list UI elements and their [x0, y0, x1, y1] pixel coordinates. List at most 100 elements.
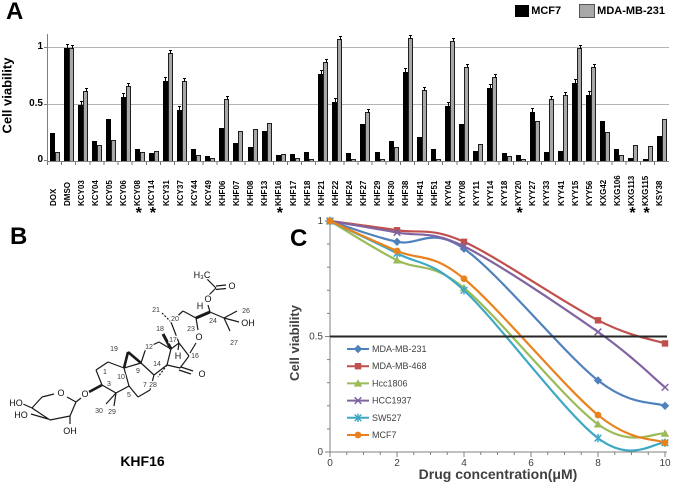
bar-MCF7 — [219, 128, 225, 161]
category-label: KCY14 — [147, 180, 157, 206]
carbon-number-label: 18 — [156, 326, 164, 333]
legend-label: MDA-MB-468 — [372, 361, 427, 371]
category-label: KHF08 — [246, 180, 256, 206]
x-label-cell: KCY14 * — [146, 166, 160, 221]
bar-group — [288, 34, 302, 161]
x-label-cell: KHF06 — [216, 166, 230, 221]
bar-MDA-MB-231 — [224, 95, 230, 161]
panel-a-y-axis-title: Cell viability — [0, 57, 15, 134]
x-tick-label: 4 — [461, 458, 467, 469]
bar-group — [471, 34, 485, 161]
compound-name: KHF16 — [120, 453, 165, 469]
error-bar — [122, 92, 126, 97]
bond — [127, 351, 142, 364]
bar-group — [485, 34, 499, 161]
x-label-cell: KYY18 — [499, 166, 513, 221]
bar-group — [344, 34, 358, 161]
bond — [166, 348, 172, 366]
bond — [208, 287, 217, 296]
data-point-marker-square — [594, 317, 602, 324]
panel-a-x-axis-ticks — [47, 162, 668, 165]
y-tick-label: 0.5 — [309, 332, 323, 343]
category-label: KYY33 — [542, 180, 552, 206]
bond — [209, 311, 225, 319]
data-point-marker-square — [460, 238, 468, 245]
bar-MCF7 — [289, 154, 295, 161]
bar-MCF7 — [50, 132, 55, 161]
category-label: KHF22 — [330, 180, 340, 206]
category-label: KXG115 — [641, 175, 651, 206]
bar-MCF7 — [642, 158, 648, 161]
x-label-cell: KHF13 — [259, 166, 273, 221]
data-point-marker-square — [354, 363, 362, 370]
carbon-number-label: 23 — [187, 326, 195, 333]
x-label-cell: DOX — [47, 166, 61, 221]
bar-MCF7 — [402, 67, 408, 161]
data-point-marker-diamond — [392, 237, 402, 246]
carbon-number-label: 24 — [209, 318, 217, 325]
carbon-number-label: 5 — [127, 392, 131, 399]
bar-MCF7 — [120, 92, 126, 161]
x-label-cell: KYY08 — [456, 166, 470, 221]
bond — [107, 361, 125, 369]
bar-MDA-MB-231 — [111, 139, 117, 161]
bar-MDA-MB-231 — [69, 45, 75, 161]
bar-MCF7 — [64, 44, 70, 161]
data-point-marker-triangle — [660, 429, 670, 437]
category-label: DOX — [48, 188, 58, 206]
bar-MDA-MB-231 — [450, 38, 456, 161]
bar-MDA-MB-231 — [591, 64, 597, 161]
bar-MCF7 — [600, 121, 606, 161]
bond — [166, 364, 181, 369]
category-label: KYY27 — [528, 180, 538, 206]
bar-MCF7 — [430, 148, 436, 161]
bar-group — [570, 34, 584, 161]
bond — [66, 396, 77, 403]
x-tick-label: 0 — [327, 458, 333, 469]
category-label: KCY08 — [133, 180, 143, 206]
bar-MDA-MB-231 — [308, 158, 314, 161]
bar-MDA-MB-231 — [337, 35, 343, 161]
bond — [170, 310, 184, 323]
error-bar — [84, 87, 88, 92]
bar-group — [387, 34, 401, 161]
legend-swatch-mdamb231 — [579, 4, 596, 18]
x-tick-label: 10 — [659, 458, 671, 469]
error-bar — [169, 49, 173, 54]
bar-group — [217, 34, 231, 161]
bar-group — [358, 34, 372, 161]
bond — [128, 385, 139, 398]
category-label: KHF07 — [232, 180, 242, 206]
bar-MCF7 — [318, 70, 324, 161]
error-bar — [319, 70, 323, 74]
bond — [180, 366, 194, 372]
bar-MDA-MB-231 — [647, 146, 653, 161]
category-label: KSY38 — [655, 180, 665, 206]
bar-MDA-MB-231 — [55, 151, 60, 161]
error-bar — [79, 100, 83, 105]
bar-MCF7 — [374, 151, 380, 161]
bar-MCF7 — [106, 119, 112, 161]
category-label: KHF24 — [344, 180, 354, 206]
bar-MCF7 — [360, 123, 366, 161]
x-label-cell: KCY08 * — [132, 166, 146, 221]
panel-b-label: B — [10, 223, 28, 250]
bond — [223, 310, 238, 319]
bar-MCF7 — [557, 150, 563, 161]
bar-MDA-MB-231 — [393, 147, 399, 161]
data-point-marker-circle — [661, 439, 669, 447]
significance-asterisk: * — [149, 205, 156, 222]
category-label: KXG42 — [598, 179, 608, 206]
bar-group — [598, 34, 612, 161]
data-point-marker-star — [460, 286, 468, 295]
x-tick-label: 8 — [595, 458, 601, 469]
bar-group — [612, 34, 626, 161]
bar-group — [90, 34, 104, 161]
bond — [101, 384, 117, 394]
bar-group — [457, 34, 471, 161]
category-label: KCY44 — [189, 180, 199, 206]
bar-group — [429, 34, 443, 161]
category-label: KYY56 — [584, 180, 594, 206]
category-label: KHF29 — [373, 180, 383, 206]
